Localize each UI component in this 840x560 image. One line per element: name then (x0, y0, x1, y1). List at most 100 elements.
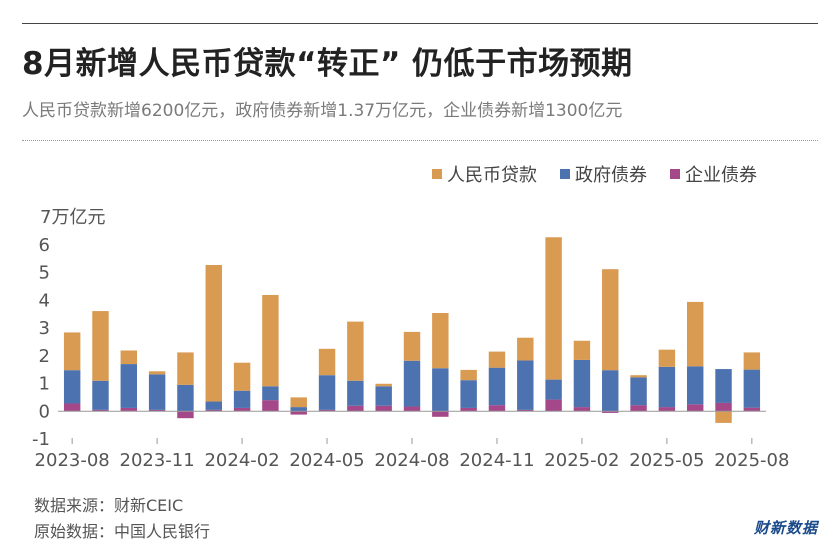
bar-segment-corp_bonds-2023-11 (148, 409, 166, 412)
bar-segment-corp_bonds-2025-08 (743, 407, 761, 412)
bar-segment-corp_bonds-2024-10 (460, 407, 477, 412)
bar-segment-corp_bonds-2024-09 (432, 411, 449, 417)
bar-segment-loans-2024-07 (375, 383, 392, 387)
legend-label-0: 人民币贷款 (447, 165, 537, 186)
y-tick-label: 5 (39, 263, 50, 284)
x-tick-label: 2023-08 (35, 450, 110, 471)
bar-segment-gov_bonds-2025-08 (743, 369, 761, 408)
x-axis: 2023-08 2023-11 2024-02 2024-05 2024-08 2024-… (35, 410, 789, 471)
bar-segment-gov_bonds-2025-02 (573, 359, 591, 408)
bar-segment-loans-2024-12 (517, 337, 534, 361)
bar-segment-loans-2025-08 (743, 352, 761, 370)
bar-segment-gov_bonds-2024-10 (460, 380, 477, 408)
bar-segment-corp_bonds-2024-06 (347, 405, 364, 412)
bar-segment-corp_bonds-2024-07 (375, 405, 392, 412)
bar-segment-gov_bonds-2023-08 (63, 370, 81, 404)
bar-segment-corp_bonds-2025-05 (658, 407, 676, 412)
bar-segment-loans-2024-03 (262, 294, 279, 387)
bar-segment-corp_bonds-2025-07 (715, 402, 732, 412)
original-data-note: 原始数据：中国人民银行 (34, 522, 211, 541)
bar-segment-corp_bonds-2023-09 (92, 409, 109, 412)
legend-swatch-0 (432, 169, 442, 179)
bar-segment-gov_bonds-2024-02 (233, 390, 251, 408)
bar-segment-corp_bonds-2024-11 (488, 405, 506, 412)
bar-segment-corp_bonds-2023-08 (63, 403, 81, 412)
x-tick-label: 2025-02 (544, 450, 619, 471)
bar-segment-loans-2025-03 (602, 269, 619, 371)
x-tick-label: 2024-02 (204, 450, 279, 471)
y-tick-label: 3 (39, 318, 50, 339)
bar-segment-corp_bonds-2024-08 (403, 406, 421, 412)
bar-segment-loans-2024-05 (318, 348, 336, 376)
bar-segment-loans-2025-07 (715, 411, 732, 423)
bar-segment-corp_bonds-2023-10 (120, 407, 138, 412)
x-tick-label: 2024-11 (459, 450, 534, 471)
bar-segment-loans-2024-02 (233, 362, 251, 391)
bar-segment-corp_bonds-2025-02 (573, 407, 591, 412)
y-tick-label: 2 (39, 346, 50, 367)
legend-label-1: 政府债券 (575, 165, 647, 186)
bar-segment-loans-2023-12 (177, 352, 194, 385)
bar-segment-gov_bonds-2024-04 (290, 407, 307, 412)
bar-segment-corp_bonds-2024-04 (290, 411, 307, 415)
bar-segment-gov_bonds-2024-03 (262, 386, 279, 401)
bar-segment-gov_bonds-2024-01 (205, 401, 222, 410)
x-tick-label: 2023-11 (120, 450, 195, 471)
top-rule (22, 23, 818, 24)
y-tick-label: 6 (39, 235, 50, 256)
y-tick-label: 4 (39, 290, 50, 311)
y-tick-label-top: 7万亿元 (40, 207, 105, 228)
bar-segment-corp_bonds-2024-03 (262, 400, 279, 412)
bar-segment-loans-2024-01 (205, 265, 222, 402)
bar-segment-gov_bonds-2023-11 (148, 374, 166, 410)
bar-segment-gov_bonds-2023-12 (177, 384, 194, 412)
x-tick-label: 2025-05 (629, 450, 704, 471)
bar-segment-loans-2024-09 (432, 313, 449, 369)
bar-segment-corp_bonds-2024-01 (205, 409, 222, 412)
legend-swatch-1 (560, 169, 570, 179)
bar-segment-gov_bonds-2024-07 (375, 386, 392, 406)
bar-segment-loans-2023-09 (92, 311, 109, 381)
bar-segment-gov_bonds-2025-04 (630, 377, 647, 406)
header-divider (22, 140, 818, 141)
legend-swatch-2 (670, 169, 680, 179)
bar-segment-corp_bonds-2025-01 (545, 399, 562, 412)
bar-segment-corp_bonds-2023-12 (177, 411, 194, 419)
bar-segment-gov_bonds-2025-06 (686, 366, 704, 405)
bars (63, 237, 761, 423)
y-tick-label: 0 (39, 401, 50, 422)
bar-segment-loans-2025-05 (658, 349, 676, 367)
bar-segment-corp_bonds-2024-05 (318, 409, 336, 412)
legend-label-2: 企业债券 (685, 165, 757, 186)
bar-segment-gov_bonds-2024-12 (517, 360, 534, 410)
bar-segment-corp_bonds-2024-02 (233, 407, 251, 412)
bar-segment-loans-2024-08 (403, 331, 421, 361)
bar-segment-gov_bonds-2025-07 (715, 369, 732, 403)
bar-segment-gov_bonds-2025-03 (602, 370, 619, 412)
x-tick-label: 2024-08 (374, 450, 449, 471)
bar-segment-gov_bonds-2023-10 (120, 364, 138, 408)
bar-segment-corp_bonds-2025-06 (686, 404, 704, 412)
bar-segment-loans-2023-08 (63, 332, 81, 371)
y-axis: 7万亿元 -1 0 1 2 3 4 5 6 (32, 207, 105, 450)
bar-segment-gov_bonds-2025-05 (658, 366, 676, 408)
bar-segment-gov_bonds-2024-11 (488, 367, 506, 406)
bar-segment-gov_bonds-2024-06 (347, 380, 364, 406)
x-tick-label: 2025-08 (714, 450, 789, 471)
chart-title: 8月新增人民币贷款“转正” 仍低于市场预期 (22, 46, 633, 82)
x-tick-label: 2024-05 (289, 450, 364, 471)
bar-segment-loans-2024-10 (460, 369, 477, 381)
bar-segment-corp_bonds-2025-03 (602, 411, 619, 413)
y-tick-label: 1 (39, 374, 50, 395)
bar-segment-loans-2025-01 (545, 237, 562, 380)
bar-segment-corp_bonds-2025-04 (630, 405, 647, 412)
bar-segment-loans-2024-06 (347, 321, 364, 381)
bar-segment-loans-2025-02 (573, 340, 591, 360)
legend: 人民币贷款 政府债券 企业债券 (432, 165, 757, 186)
bar-segment-gov_bonds-2024-09 (432, 368, 449, 412)
bar-segment-corp_bonds-2024-12 (517, 409, 534, 412)
bar-segment-loans-2024-11 (488, 351, 506, 368)
bar-segment-gov_bonds-2025-01 (545, 379, 562, 400)
caixin-data-logo: 财新数据 (753, 519, 818, 537)
chart-subtitle: 人民币贷款新增6200亿元，政府债券新增1.37万亿元，企业债券新增1300亿元 (22, 101, 623, 121)
